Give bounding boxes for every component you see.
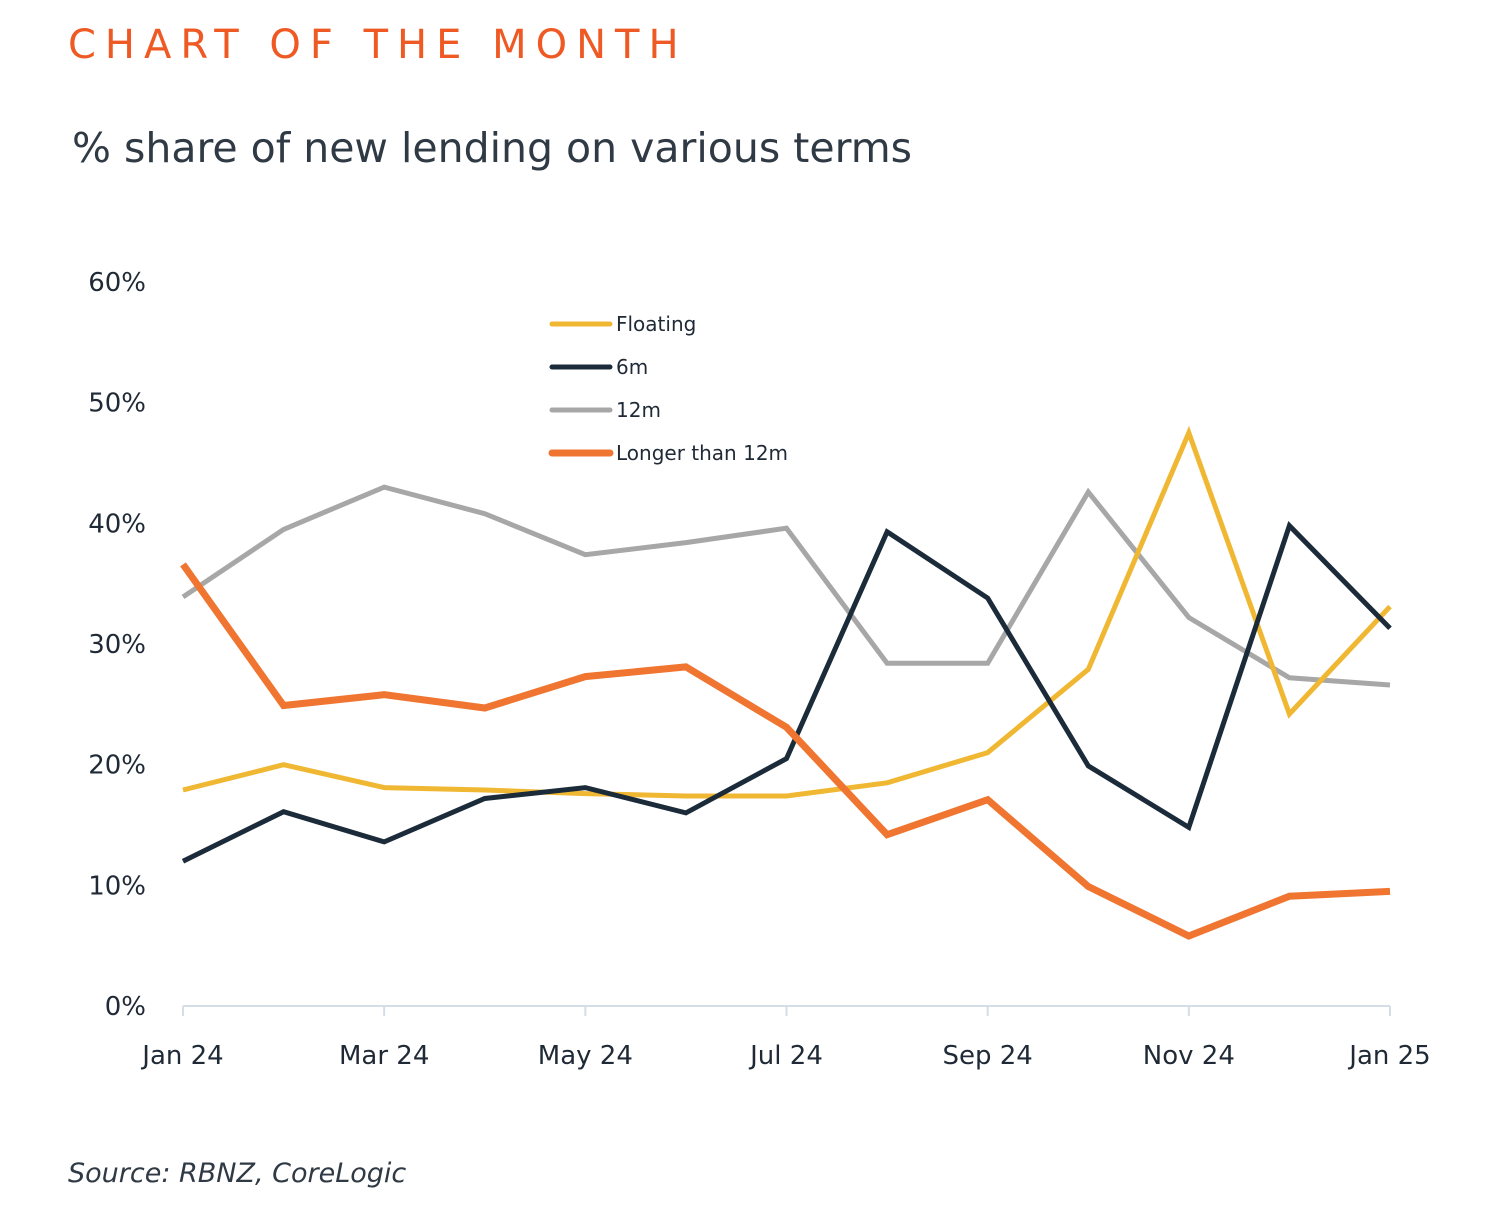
x-tick-label: Nov 24 xyxy=(1143,1041,1235,1071)
chart-axes: 0% 10% 20% 30% 40% 50% 60% Jan 24 Mar 24 May 24 Ju… xyxy=(88,268,1431,1071)
x-tick-label: Jul 24 xyxy=(748,1041,823,1071)
source-note: Source: RBNZ, CoreLogic xyxy=(68,1158,407,1189)
legend-label: Floating xyxy=(616,312,696,336)
legend-label: 6m xyxy=(616,355,648,379)
x-tick-label: Mar 24 xyxy=(339,1041,429,1071)
y-tick-label: 0% xyxy=(105,992,146,1022)
chart-title: % share of new lending on various terms xyxy=(72,124,912,172)
legend-label: Longer than 12m xyxy=(616,441,788,465)
y-tick-label: 20% xyxy=(88,751,146,781)
y-tick-label: 40% xyxy=(88,509,146,539)
series-line-6m xyxy=(181,521,1392,864)
series-line-floating xyxy=(182,425,1392,799)
kicker-heading: CHART OF THE MONTH xyxy=(68,22,688,68)
y-tick-label: 10% xyxy=(88,871,146,901)
series-line-longer-than-12m xyxy=(180,562,1391,940)
y-tick-label: 30% xyxy=(88,630,146,660)
chart-legend: Floating 6m 12m Longer than 12m xyxy=(548,312,788,465)
x-tick-label: Jan 25 xyxy=(1347,1041,1430,1071)
series-line-12m xyxy=(181,484,1391,688)
legend-label: 12m xyxy=(616,398,661,422)
y-tick-label: 60% xyxy=(88,268,146,298)
x-tick-label: Jan 24 xyxy=(140,1041,223,1071)
x-tick-label: May 24 xyxy=(538,1041,633,1071)
x-tick-label: Sep 24 xyxy=(942,1041,1032,1071)
y-tick-label: 50% xyxy=(88,389,146,419)
chart-series xyxy=(180,425,1392,940)
